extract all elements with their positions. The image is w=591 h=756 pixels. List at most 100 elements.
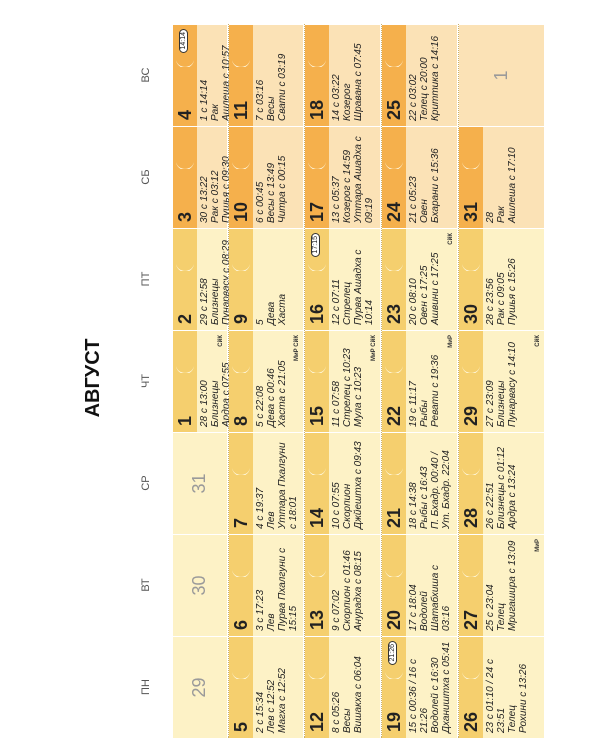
info-line: Водолей: [419, 591, 430, 631]
moon-icon: [384, 249, 409, 272]
info-line: 11 с 07:58: [331, 381, 342, 427]
day-number: 12: [307, 711, 327, 732]
day-info: 28 Рак Ашлеша с 17:10: [485, 131, 518, 223]
other-month-day: 31: [189, 473, 209, 494]
info-line: Джйештха с 09:43: [353, 441, 364, 529]
day-cell: 20 17 с 18:04 Водолей Шатабхиша с 03:16: [382, 534, 457, 636]
day-info: 17 с 18:04 Водолей Шатабхиша с 03:16: [408, 539, 452, 631]
moon-icon: [307, 147, 332, 170]
day-number: 30: [461, 303, 481, 324]
moon-icon: [231, 147, 256, 170]
moon-icon: [461, 555, 486, 578]
day-cell: 18 14 с 03:22 Козерог Шравана с 07:45: [305, 24, 380, 126]
info-line: Лев: [266, 613, 277, 631]
day-number: 25: [384, 99, 404, 120]
day-number: 10: [231, 201, 251, 222]
moon-icon: [307, 45, 332, 68]
day-number: 22: [384, 405, 404, 426]
month-title: АВГУСТ: [82, 338, 104, 418]
day-number: 6: [231, 619, 251, 630]
day-number: 9: [231, 313, 251, 324]
moon-icon: [231, 351, 256, 374]
day-cell: 31 28 Рак Ашлеша с 17:10: [459, 126, 544, 228]
moon-icon: [461, 657, 486, 680]
day-header: 2: [173, 229, 197, 330]
info-line: Стрелец: [342, 281, 353, 325]
day-info: 5 Дева Хаста: [255, 233, 288, 325]
info-line: Телец с 20:00: [419, 57, 430, 121]
day-number: 31: [461, 201, 481, 222]
day-cell: 30 28 с 23:56 Рак с 09:05 Пушья с 15:26: [459, 228, 544, 330]
day-number: 19: [384, 711, 404, 732]
day-number: 4: [175, 109, 195, 120]
other-month-day: 30: [189, 575, 209, 596]
day-cell: 23 20 с 08:10 Овен с 17:25 Ашвини с 17:25 Сй…: [382, 228, 457, 330]
time-badge: 14:14: [179, 29, 188, 53]
day-tag: МиР СйК: [371, 335, 377, 362]
info-line: Дхаништха с 05:41: [441, 641, 452, 733]
info-line: Овен с 17:25: [419, 265, 430, 325]
info-line: Хаста: [277, 293, 288, 325]
info-line: Дева с 00:46: [266, 368, 277, 427]
day-cell: 7 4 с 19:37 Лев Уттара Пхалгуни с 18:01: [229, 432, 303, 534]
day-cell: 9 5 Дева Хаста: [229, 228, 303, 330]
info-line: Козерог: [342, 83, 353, 122]
day-header: 10: [229, 127, 253, 228]
info-line: 20 с 08:10: [408, 278, 419, 325]
info-line: Рак: [210, 104, 221, 121]
day-header: 16 17:15: [305, 229, 329, 330]
time-badge: 21:26: [388, 641, 397, 665]
info-line: 13 с 05:37: [331, 176, 342, 223]
day-info: 20 с 08:10 Овен с 17:25 Ашвини с 17:25: [408, 233, 441, 325]
info-line: 9 с 07:02: [331, 589, 342, 631]
day-number: 20: [384, 609, 404, 630]
day-header: 9: [229, 229, 253, 330]
moon-icon: [307, 453, 332, 476]
info-line: Близнецы: [496, 380, 507, 428]
info-line: 28 с 13:00: [199, 380, 210, 427]
day-cell: 29 27 с 23:09 Близнецы Пунарвасу с 14:10 СйК: [459, 330, 544, 432]
moon-icon: [384, 45, 409, 68]
moon-icon: [307, 351, 332, 374]
day-cell: 31: [173, 432, 227, 534]
info-line: 1 с 14:14: [199, 79, 210, 121]
info-line: 29 с 12:58: [199, 278, 210, 325]
info-line: Весы: [266, 96, 277, 121]
day-info: 13 с 05:37 Козерог с 14:59 Уттара Ашадха с…: [331, 131, 375, 223]
day-info: 15 с 00:36 / 16 с 21:26 Водолей с 16:30 Дх…: [408, 641, 452, 733]
info-line: Магха с 12:52: [277, 668, 288, 733]
day-header: 13: [305, 535, 329, 636]
info-line: Уттара Пхалгуни с 18:01: [277, 442, 299, 529]
day-info: 10 с 07:55 Скорпион Джйештха с 09:43: [331, 437, 364, 529]
day-cell: 13 9 с 07:02 Скорпион с 01:46 Анурадха с 08…: [305, 534, 380, 636]
info-line: Козерог с 14:59: [342, 149, 353, 223]
info-line: Ут. Бхадр. 22:04: [441, 450, 452, 529]
info-line: 15 с 00:36 / 16 с 21:26: [408, 659, 430, 733]
day-cell: 2 29 с 12:58 Близнецы Пунарвасу с 08:29: [173, 228, 232, 330]
day-number: 3: [175, 211, 195, 222]
info-line: 27 с 23:09: [485, 380, 496, 427]
moon-icon: [231, 249, 256, 272]
day-tag: МиР: [448, 335, 454, 348]
day-header: 8: [229, 331, 253, 432]
weekday-header: ПТ: [140, 271, 152, 287]
day-number: 21: [384, 507, 404, 528]
day-info: 23 с 01:10 / 24 с 23:51 Телец Рохини с 13:…: [485, 641, 529, 733]
info-line: Скорпион: [342, 483, 353, 529]
info-line: Близнецы: [210, 278, 221, 326]
moon-icon: [461, 453, 486, 476]
day-info: 25 с 23:04 Телец Мригашира с 13:09: [485, 539, 518, 631]
other-month-day: 1: [490, 70, 511, 81]
day-header: 3: [173, 127, 197, 228]
day-cell: 1: [459, 24, 544, 126]
info-line: Мула с 10:23: [353, 366, 364, 427]
info-line: 2 с 15:34: [255, 691, 266, 733]
moon-icon: [231, 657, 256, 680]
info-line: 21 с 05:23: [408, 176, 419, 223]
info-line: Читра с 00:15: [277, 155, 288, 223]
weekday-header: СБ: [140, 169, 152, 185]
day-cell: 16 17:15 12 с 07:11 Стрелец Пурва Ашадха с 1…: [305, 228, 380, 330]
weekday-header: ВТ: [140, 578, 152, 592]
info-line: Анурадха с 08:15: [353, 551, 364, 631]
